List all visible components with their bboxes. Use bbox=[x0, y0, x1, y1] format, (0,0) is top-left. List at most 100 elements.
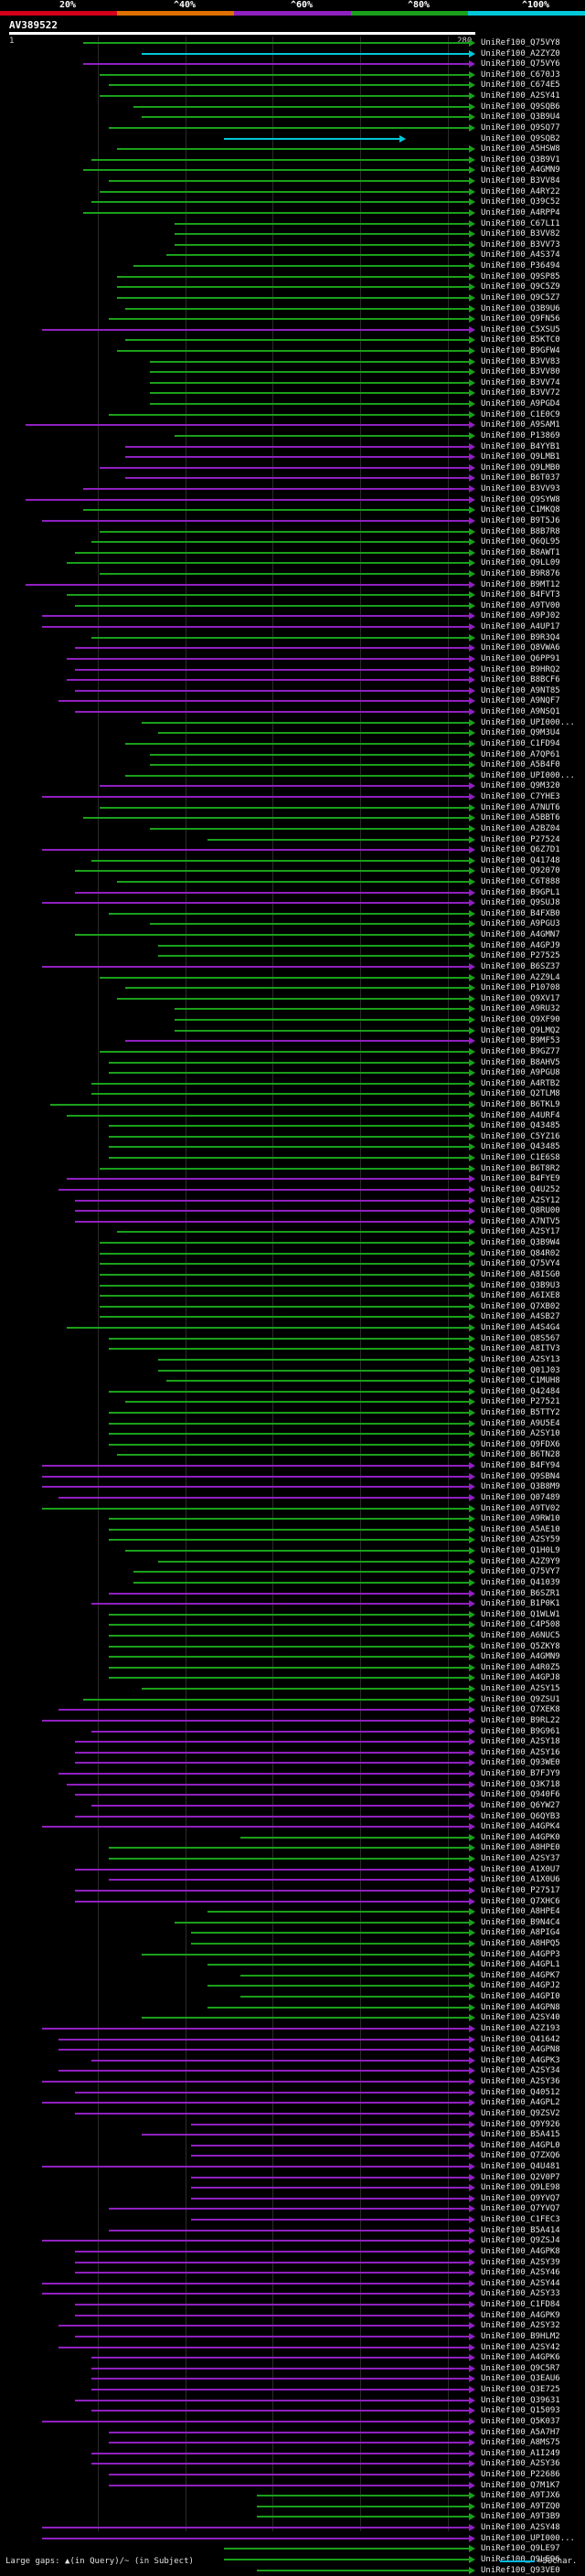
hit-row[interactable]: UniRef100_A4S374 bbox=[0, 249, 585, 261]
hit-label[interactable]: UniRef100_A9RU32 bbox=[481, 1004, 560, 1014]
hit-row[interactable]: UniRef100_Q75VY7 bbox=[0, 1566, 585, 1578]
hit-row[interactable]: UniRef100_Q9SBN4 bbox=[0, 1471, 585, 1483]
hit-row[interactable]: UniRef100_P22686 bbox=[0, 2469, 585, 2481]
hit-row[interactable]: UniRef100_A2Z9Y9 bbox=[0, 1556, 585, 1568]
hit-label[interactable]: UniRef100_P13869 bbox=[481, 430, 560, 440]
hit-row[interactable]: UniRef100_C5YZ16 bbox=[0, 1131, 585, 1143]
hit-row[interactable]: UniRef100_B9R876 bbox=[0, 568, 585, 580]
hit-label[interactable]: UniRef100_Q6QYB3 bbox=[481, 1811, 560, 1821]
hit-label[interactable]: UniRef100_Q9SQB6 bbox=[481, 101, 560, 111]
hit-row[interactable]: UniRef100_A9NT85 bbox=[0, 685, 585, 697]
hit-label[interactable]: UniRef100_Q7YVQ7 bbox=[481, 2204, 560, 2214]
hit-row[interactable]: UniRef100_Q6QYB3 bbox=[0, 1811, 585, 1823]
hit-row[interactable]: UniRef100_Q39C52 bbox=[0, 196, 585, 208]
hit-label[interactable]: UniRef100_B6TN28 bbox=[481, 1450, 560, 1460]
hit-label[interactable]: UniRef100_A9NT85 bbox=[481, 685, 560, 695]
hit-label[interactable]: UniRef100_A2SY16 bbox=[481, 1747, 560, 1757]
hit-label[interactable]: UniRef100_A2SY15 bbox=[481, 1684, 560, 1694]
hit-label[interactable]: UniRef100_B9G961 bbox=[481, 1726, 560, 1736]
hit-label[interactable]: UniRef100_A4GPJ8 bbox=[481, 1673, 560, 1683]
hit-label[interactable]: UniRef100_B3VV72 bbox=[481, 388, 560, 398]
hit-row[interactable]: UniRef100_Q6QL95 bbox=[0, 536, 585, 548]
hit-row[interactable]: UniRef100_Q9XV17 bbox=[0, 993, 585, 1005]
hit-row[interactable]: UniRef100_Q9C5Z9 bbox=[0, 281, 585, 293]
hit-label[interactable]: UniRef100_A9U5E4 bbox=[481, 1418, 560, 1428]
hit-row[interactable]: UniRef100_A9RU32 bbox=[0, 1003, 585, 1015]
hit-label[interactable]: UniRef100_Q9SP85 bbox=[481, 271, 560, 281]
hit-row[interactable]: UniRef100_Q9ZSU1 bbox=[0, 1694, 585, 1706]
hit-label[interactable]: UniRef100_B9R3Q4 bbox=[481, 632, 560, 642]
hit-label[interactable]: UniRef100_Q6YW27 bbox=[481, 1800, 560, 1810]
hit-label[interactable]: UniRef100_A4GPK4 bbox=[481, 1822, 560, 1832]
hit-label[interactable]: UniRef100_A4GPN8 bbox=[481, 2002, 560, 2012]
hit-row[interactable]: UniRef100_A4GPK4 bbox=[0, 1821, 585, 1833]
hit-label[interactable]: UniRef100_A2Z9L4 bbox=[481, 972, 560, 982]
hit-row[interactable]: UniRef100_A9PGU3 bbox=[0, 918, 585, 930]
hit-row[interactable]: UniRef100_Q2TLM8 bbox=[0, 1088, 585, 1100]
hit-label[interactable]: UniRef100_A4GPK3 bbox=[481, 2055, 560, 2065]
hit-label[interactable]: UniRef100_Q84R02 bbox=[481, 1248, 560, 1258]
hit-label[interactable]: UniRef100_B6TKL9 bbox=[481, 1100, 560, 1109]
hit-label[interactable]: UniRef100_Q01J03 bbox=[481, 1365, 560, 1375]
hit-label[interactable]: UniRef100_B9N4C4 bbox=[481, 1917, 560, 1927]
hit-row[interactable]: UniRef100_Q41039 bbox=[0, 1577, 585, 1589]
hit-row[interactable]: UniRef100_Q3B9U3 bbox=[0, 1280, 585, 1292]
hit-row[interactable]: UniRef100_A4GMN9 bbox=[0, 164, 585, 176]
hit-label[interactable]: UniRef100_A1I249 bbox=[481, 2448, 560, 2458]
hit-label[interactable]: UniRef100_Q9LE96 bbox=[481, 2554, 560, 2566]
hit-row[interactable]: UniRef100_A2SY44 bbox=[0, 2278, 585, 2290]
hit-label[interactable]: UniRef100_C1E6S8 bbox=[481, 1153, 560, 1163]
hit-label[interactable]: UniRef100_UPI000... bbox=[481, 2533, 575, 2543]
hit-row[interactable]: UniRef100_B8AWT1 bbox=[0, 547, 585, 559]
hit-label[interactable]: UniRef100_A5A7H7 bbox=[481, 2427, 560, 2437]
hit-row[interactable]: UniRef100_B8BCF6 bbox=[0, 674, 585, 686]
hit-label[interactable]: UniRef100_B3VV74 bbox=[481, 377, 560, 387]
hit-row[interactable]: UniRef100_A9T3B9 bbox=[0, 2511, 585, 2523]
hit-label[interactable]: UniRef100_Q3B8M9 bbox=[481, 1482, 560, 1492]
hit-row[interactable]: UniRef100_Q7ZXQ6 bbox=[0, 2150, 585, 2162]
hit-label[interactable]: UniRef100_B3VV83 bbox=[481, 356, 560, 366]
hit-label[interactable]: UniRef100_A2SY36 bbox=[481, 2077, 560, 2087]
hit-label[interactable]: UniRef100_A9RW10 bbox=[481, 1514, 560, 1524]
hit-label[interactable]: UniRef100_C5XSU5 bbox=[481, 324, 560, 334]
hit-row[interactable]: UniRef100_A9PJ02 bbox=[0, 610, 585, 622]
hit-row[interactable]: UniRef100_Q41642 bbox=[0, 2034, 585, 2046]
hit-row[interactable]: UniRef100_C7YHE3 bbox=[0, 791, 585, 803]
hit-label[interactable]: UniRef100_A9T3B9 bbox=[481, 2512, 560, 2522]
hit-row[interactable]: UniRef100_B4FXB0 bbox=[0, 908, 585, 920]
hit-label[interactable]: UniRef100_UPI000... bbox=[481, 770, 575, 780]
hit-row[interactable]: UniRef100_A4GPK3 bbox=[0, 2055, 585, 2067]
hit-row[interactable]: UniRef100_Q9LE97 bbox=[0, 2543, 585, 2555]
hit-label[interactable]: UniRef100_Q9ZSJ4 bbox=[481, 2236, 560, 2246]
hit-label[interactable]: UniRef100_A1X0U6 bbox=[481, 1875, 560, 1885]
hit-row[interactable]: UniRef100_B9T5J6 bbox=[0, 515, 585, 527]
hit-row[interactable]: UniRef100_Q9SQB6 bbox=[0, 101, 585, 113]
hit-label[interactable]: UniRef100_A2SY46 bbox=[481, 2268, 560, 2278]
hit-row[interactable]: UniRef100_A2SY39 bbox=[0, 2257, 585, 2269]
hit-row[interactable]: UniRef100_Q9SQB2 bbox=[0, 133, 585, 145]
hit-row[interactable]: UniRef100_A4GPN8 bbox=[0, 2002, 585, 2014]
hit-label[interactable]: UniRef100_Q9LMB0 bbox=[481, 462, 560, 472]
hit-label[interactable]: UniRef100_B5KTC0 bbox=[481, 335, 560, 345]
hit-row[interactable]: UniRef100_A2SY33 bbox=[0, 2288, 585, 2300]
hit-row[interactable]: UniRef100_A6NUC5 bbox=[0, 1630, 585, 1642]
hit-row[interactable]: UniRef100_A7NUT6 bbox=[0, 802, 585, 814]
hit-row[interactable]: UniRef100_A2SY15 bbox=[0, 1683, 585, 1695]
hit-row[interactable]: UniRef100_A9RW10 bbox=[0, 1513, 585, 1525]
hit-label[interactable]: UniRef100_B4FYE9 bbox=[481, 1174, 560, 1184]
hit-label[interactable]: UniRef100_B5TTY2 bbox=[481, 1407, 560, 1417]
hit-row[interactable]: UniRef100_A9U5E4 bbox=[0, 1418, 585, 1430]
hit-row[interactable]: UniRef100_Q9LE96 bbox=[0, 2554, 585, 2566]
hit-row[interactable]: UniRef100_A2Z193 bbox=[0, 2023, 585, 2035]
hit-row[interactable]: UniRef100_C5XSU5 bbox=[0, 324, 585, 336]
hit-row[interactable]: UniRef100_Q9ZSV2 bbox=[0, 2108, 585, 2120]
hit-label[interactable]: UniRef100_B3VV82 bbox=[481, 229, 560, 239]
hit-label[interactable]: UniRef100_A9PJ02 bbox=[481, 611, 560, 621]
hit-row[interactable]: UniRef100_B6T8R2 bbox=[0, 1163, 585, 1175]
hit-row[interactable]: UniRef100_Q5ZKY8 bbox=[0, 1641, 585, 1653]
hit-row[interactable]: UniRef100_C1MKQ8 bbox=[0, 504, 585, 516]
hit-row[interactable]: UniRef100_UPI000... bbox=[0, 717, 585, 729]
hit-label[interactable]: UniRef100_B6SZR1 bbox=[481, 1588, 560, 1598]
hit-label[interactable]: UniRef100_Q93WE0 bbox=[481, 1758, 560, 1768]
hit-row[interactable]: UniRef100_Q39631 bbox=[0, 2395, 585, 2407]
